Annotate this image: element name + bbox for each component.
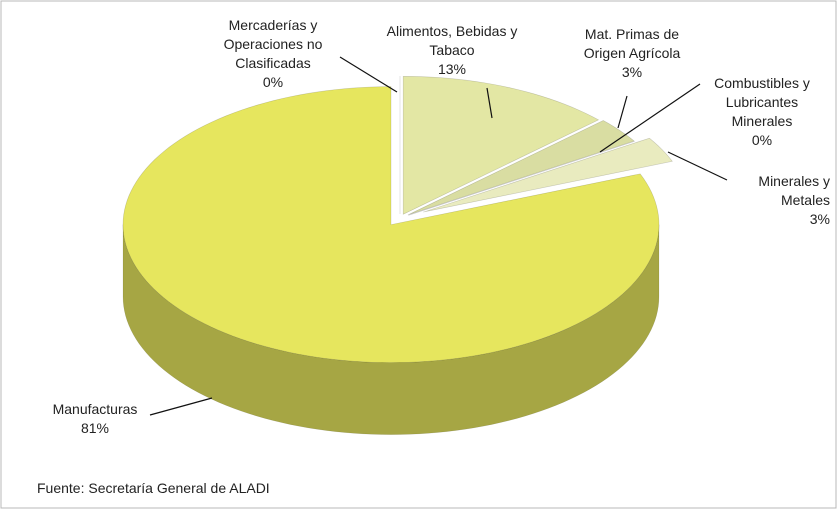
slice <box>402 76 600 215</box>
source: Fuente: Secretaría General de ALADI <box>37 480 270 496</box>
category-label: Combustibles y Lubricantes Minerales <box>714 75 810 129</box>
category-label: Mercaderías y Operaciones no Clasificada… <box>223 17 323 71</box>
leader-line <box>149 397 213 416</box>
category-label: Minerales y Metales <box>758 173 830 208</box>
leader-line <box>339 56 398 93</box>
data-label: Manufacturas 81% <box>30 400 160 438</box>
data-label: Alimentos, Bebidas y Tabaco 13% <box>372 22 532 79</box>
category-label: Alimentos, Bebidas y Tabaco <box>386 23 518 58</box>
value-label: 3% <box>809 211 830 227</box>
data-label: Combustibles y Lubricantes Minerales 0% <box>697 74 827 150</box>
value-label: 0% <box>751 132 773 148</box>
data-label: Minerales y Metales 3% <box>730 172 830 229</box>
slice <box>408 141 635 216</box>
slice <box>122 86 660 363</box>
data-label: Mercaderías y Operaciones no Clasificada… <box>198 16 348 92</box>
value-label: 13% <box>437 61 467 77</box>
value-label: 0% <box>262 74 284 90</box>
leader-line <box>486 87 493 119</box>
category-label: Manufacturas <box>52 401 138 417</box>
value-label: 3% <box>621 64 643 80</box>
data-label: Mat. Primas de Origen Agrícola 3% <box>567 25 697 82</box>
category-label: Mat. Primas de Origen Agrícola <box>583 26 681 61</box>
leader-line <box>617 95 628 129</box>
slice <box>407 120 635 216</box>
leader-line <box>599 83 701 153</box>
slice <box>423 137 673 213</box>
value-label: 81% <box>80 420 110 436</box>
leader-line <box>667 151 728 181</box>
